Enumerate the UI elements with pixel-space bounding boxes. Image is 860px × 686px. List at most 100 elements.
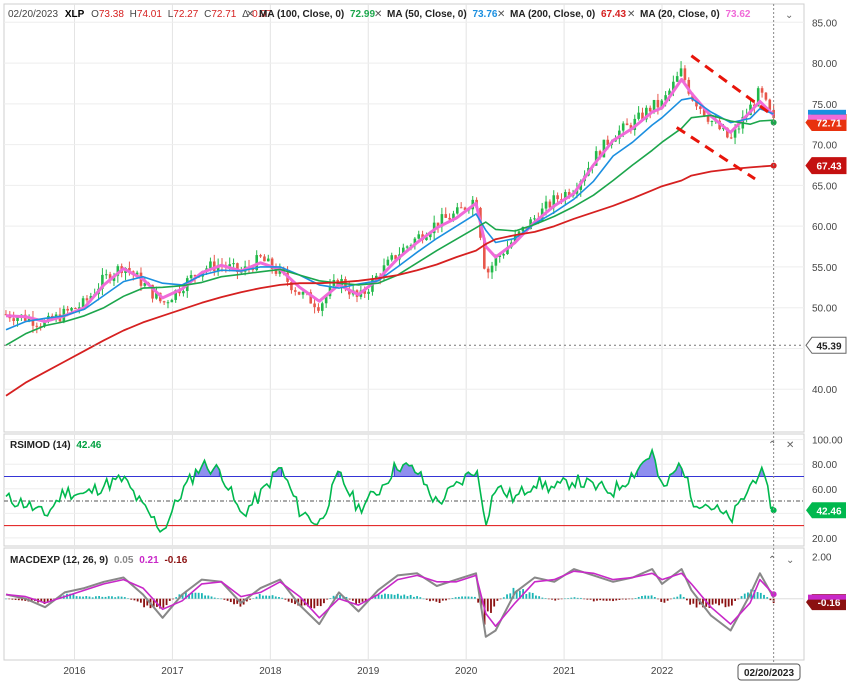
macd-histogram-bar xyxy=(657,598,659,600)
macd-histogram-bar xyxy=(332,595,335,599)
macd-histogram-bar xyxy=(535,595,537,599)
macd-histogram-bar xyxy=(589,598,592,600)
macd-histogram-bar xyxy=(759,592,762,599)
macd-histogram-bar xyxy=(220,598,223,600)
rsi-tag-text: 42.46 xyxy=(816,506,841,517)
candle-body xyxy=(31,317,35,326)
macd-histogram-bar xyxy=(165,598,168,606)
price-tag-text: 45.39 xyxy=(816,341,841,352)
close-icon-rsi[interactable]: ✕ xyxy=(786,440,794,451)
macd-histogram-bar xyxy=(406,596,409,599)
candle-body xyxy=(652,99,656,112)
macd-histogram-bar xyxy=(14,598,17,600)
macd-histogram-bar xyxy=(528,592,531,599)
macd-histogram-bar xyxy=(316,598,319,606)
svg-text:MA (50, Close, 0) 73.76: MA (50, Close, 0) 73.76 xyxy=(387,9,498,20)
candle-body xyxy=(228,264,232,268)
macd-histogram-bar xyxy=(432,598,435,601)
price-tag xyxy=(805,157,847,175)
macd-histogram-bar xyxy=(146,598,149,606)
macd-histogram-bar xyxy=(374,596,377,599)
price-tag xyxy=(805,336,847,354)
macd-histogram-bar xyxy=(669,598,672,600)
macd-histogram-bar xyxy=(310,598,313,608)
close-x-icon-ma50[interactable]: ✕ xyxy=(374,9,382,20)
macd-histogram-bar xyxy=(82,596,84,599)
macd-histogram-bar xyxy=(17,598,20,601)
macd-histogram-bar xyxy=(88,596,91,599)
macd-histogram-bar xyxy=(624,598,627,600)
macd-line xyxy=(5,568,775,638)
macd-histogram-bar xyxy=(130,598,133,600)
candle-body xyxy=(737,128,741,130)
candle-body xyxy=(143,283,147,286)
svg-text:MACDEXP (12, 26, 9) 0.05: MACDEXP (12, 26, 9) 0.05 0.21 -0.16 xyxy=(10,555,188,566)
macd-histogram-bar xyxy=(502,597,505,599)
macd-histogram-bar xyxy=(682,596,685,599)
candle-body xyxy=(660,100,664,108)
close-x-icon-ma100[interactable]: ✕ xyxy=(246,9,254,20)
chevron-up-icon-macd[interactable]: ⌃ xyxy=(768,555,776,566)
macd-histogram-bar xyxy=(188,594,190,599)
x-tick-label: 2020 xyxy=(455,666,478,677)
chevron-down-icon-macd[interactable]: ⌄ xyxy=(786,555,794,566)
macd-histogram-bar xyxy=(702,598,704,608)
close-x-icon-ma20[interactable]: ✕ xyxy=(627,9,635,20)
candle-body xyxy=(313,303,316,308)
svg-text:MA (20, Close, 0) 73.62: MA (20, Close, 0) 73.62 xyxy=(640,9,751,20)
candle-body xyxy=(429,233,432,238)
macd-histogram-bar xyxy=(477,598,480,603)
candle-body xyxy=(405,246,409,248)
macd-histogram-bar xyxy=(464,596,467,599)
macd-histogram-bar xyxy=(393,594,396,599)
candle-body xyxy=(702,108,706,116)
candle-body xyxy=(672,81,675,91)
rsi-y-tick: 60.00 xyxy=(812,485,837,496)
candle-body xyxy=(236,263,239,272)
macd-histogram-bar xyxy=(358,598,361,604)
svg-text:MA (200, Close, 0) 67.43: MA (200, Close, 0) 67.43 xyxy=(510,9,626,20)
candle-body xyxy=(506,247,509,255)
macd-histogram-bar xyxy=(120,596,123,599)
candle-body xyxy=(699,106,702,109)
rsi-value: 42.46 xyxy=(76,440,101,451)
ma200-label: MA (200, Close, 0) xyxy=(510,9,595,20)
candle-body xyxy=(317,307,320,311)
macd-histogram-bar xyxy=(287,598,290,602)
macd-histogram-bar xyxy=(615,598,618,601)
macd-histogram-bar xyxy=(258,593,261,599)
candle-body xyxy=(625,123,629,126)
macd-histogram-bar xyxy=(184,590,187,599)
macd-histogram-bar xyxy=(281,597,284,599)
candle-body xyxy=(425,237,428,241)
macd-histogram-bar xyxy=(425,598,428,600)
macd-histogram-bar xyxy=(621,598,624,600)
candle-body xyxy=(726,127,729,138)
macd-histogram-bar xyxy=(11,598,14,600)
candle-body xyxy=(293,290,297,292)
macd-histogram-bar xyxy=(114,597,117,599)
macd-histogram-bar xyxy=(605,598,608,601)
candle-body xyxy=(189,275,193,279)
price-tag-text: 72.71 xyxy=(816,119,841,130)
macd-histogram-bar xyxy=(576,597,579,599)
chevron-up-icon-rsi[interactable]: ⌃ xyxy=(768,440,776,451)
macd-histogram-bar xyxy=(143,598,145,608)
candle-body xyxy=(544,201,548,209)
candle-body xyxy=(691,93,694,101)
macd-histogram-bar xyxy=(175,597,178,599)
macd-histogram-bar xyxy=(72,594,75,599)
macd-histogram-bar xyxy=(252,598,255,599)
candle-body xyxy=(525,226,529,230)
candle-body xyxy=(367,291,370,294)
chevron-down-icon[interactable]: ⌄ xyxy=(785,10,793,21)
macd-histogram-bar xyxy=(355,598,357,605)
close-x-icon-ma200[interactable]: ✕ xyxy=(497,9,505,20)
candle-body xyxy=(155,292,158,299)
candle-body xyxy=(436,222,440,227)
candle-body xyxy=(645,107,648,120)
macd-histogram-bar xyxy=(133,598,136,601)
candle-body xyxy=(483,237,486,269)
ma20-label: MA (20, Close, 0) xyxy=(640,9,720,20)
macd-v1: 0.05 xyxy=(114,555,134,566)
